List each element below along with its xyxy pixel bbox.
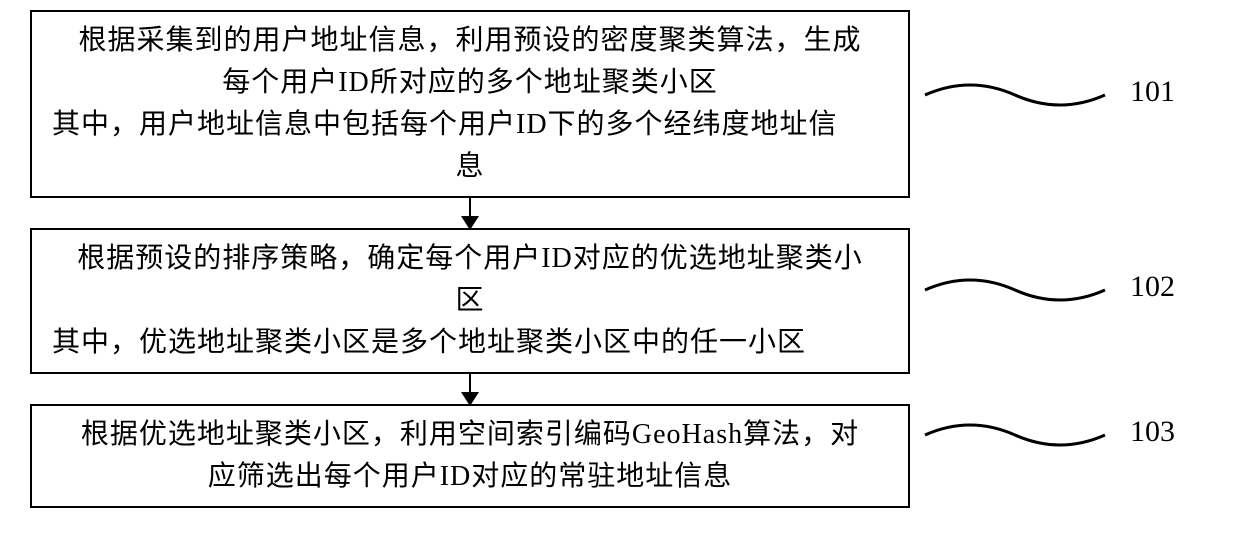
step-label-103: 103: [1130, 415, 1175, 449]
step-text: 根据优选地址聚类小区，利用空间索引编码GeoHash算法，对: [52, 414, 888, 456]
arrow-1: [30, 198, 910, 228]
connector-curve-103: [920, 410, 1120, 450]
step-text: 应筛选出每个用户ID对应的常驻地址信息: [52, 456, 888, 498]
step-box-102: 根据预设的排序策略，确定每个用户ID对应的优选地址聚类小 区 其中，优选地址聚类…: [30, 228, 910, 374]
step-text: 其中，优选地址聚类小区是多个地址聚类小区中的任一小区: [52, 322, 888, 364]
step-text: 根据采集到的用户地址信息，利用预设的密度聚类算法，生成: [52, 20, 888, 62]
step-text: 区: [52, 280, 888, 322]
step-label-102: 102: [1130, 270, 1175, 304]
arrow-2: [30, 374, 910, 404]
step-text: 根据预设的排序策略，确定每个用户ID对应的优选地址聚类小: [52, 238, 888, 280]
flowchart: 根据采集到的用户地址信息，利用预设的密度聚类算法，生成 每个用户ID所对应的多个…: [30, 10, 990, 508]
step-text: 息: [52, 146, 888, 188]
connector-curve-101: [920, 70, 1120, 110]
connector-curve-102: [920, 265, 1120, 305]
step-box-103: 根据优选地址聚类小区，利用空间索引编码GeoHash算法，对 应筛选出每个用户I…: [30, 404, 910, 508]
step-box-101: 根据采集到的用户地址信息，利用预设的密度聚类算法，生成 每个用户ID所对应的多个…: [30, 10, 910, 198]
step-text: 其中，用户地址信息中包括每个用户ID下的多个经纬度地址信: [52, 104, 888, 146]
arrow-head-icon: [461, 392, 479, 406]
step-text: 每个用户ID所对应的多个地址聚类小区: [52, 62, 888, 104]
arrow-head-icon: [461, 216, 479, 230]
step-label-101: 101: [1130, 75, 1175, 109]
